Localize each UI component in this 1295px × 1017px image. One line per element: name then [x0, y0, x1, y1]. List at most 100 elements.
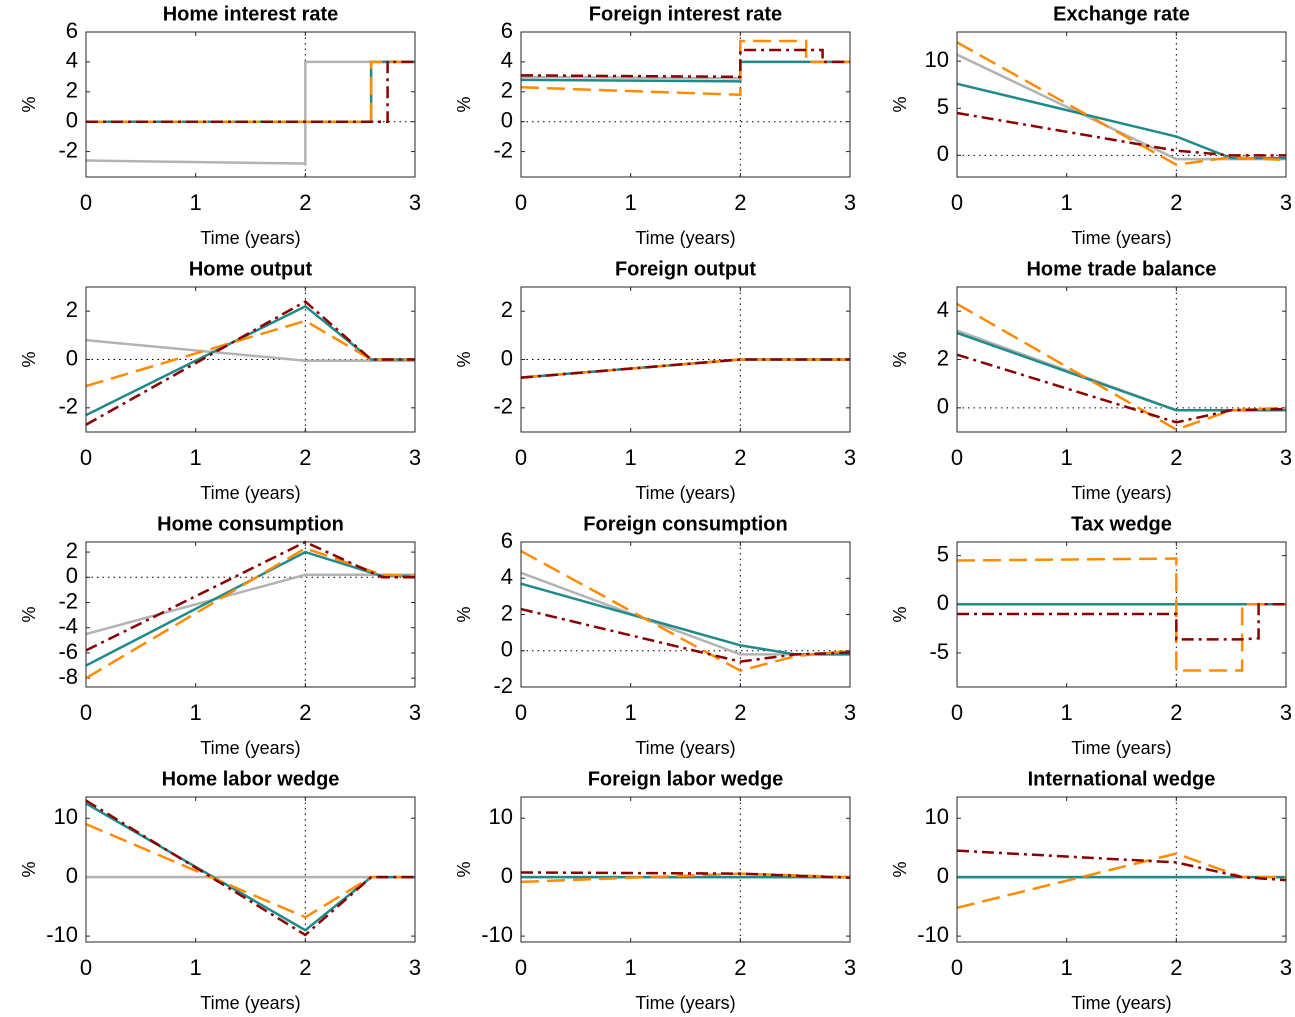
y-tick-label: 0 [66, 863, 78, 888]
axes-box [956, 796, 1287, 943]
series-line [957, 603, 1286, 641]
y-tick-label: -2 [493, 137, 513, 162]
chart-title: Exchange rate [1053, 3, 1190, 25]
y-tick-label: 10 [54, 804, 78, 829]
y-axis-label: % [19, 861, 39, 877]
series-line [520, 358, 850, 379]
y-tick-label: -5 [929, 639, 949, 664]
x-tick-label: 3 [1280, 955, 1292, 980]
chart-title: Foreign labor wedge [588, 768, 784, 790]
y-tick-label: 10 [925, 804, 949, 829]
series-line [86, 60, 415, 123]
y-tick-label: 0 [937, 141, 949, 166]
series-line [520, 60, 850, 80]
series-line [956, 302, 1287, 431]
x-tick-label: 1 [625, 955, 637, 980]
axes-box [85, 796, 416, 943]
x-tick-label: 3 [409, 955, 421, 980]
x-axis-label: Time (years) [1071, 483, 1171, 503]
x-tick-label: 1 [625, 190, 637, 215]
x-axis-label: Time (years) [200, 483, 300, 503]
axes-box [520, 541, 851, 688]
y-tick-label: 0 [937, 394, 949, 419]
y-tick-label: -10 [46, 922, 78, 947]
series-line [86, 60, 415, 123]
chart-title: Home interest rate [163, 3, 339, 25]
chart-title: International wedge [1028, 768, 1216, 790]
x-axis-label: Time (years) [635, 738, 735, 758]
x-tick-label: 1 [625, 445, 637, 470]
series-line [520, 39, 850, 97]
y-tick-label: 10 [925, 47, 949, 72]
x-tick-label: 2 [1170, 190, 1182, 215]
x-tick-label: 0 [951, 445, 963, 470]
y-tick-label: 0 [937, 863, 949, 888]
x-tick-label: 0 [80, 955, 92, 980]
x-tick-label: 0 [80, 190, 92, 215]
y-axis-label: % [890, 861, 910, 877]
chart-title: Tax wedge [1071, 513, 1172, 535]
y-axis-label: % [890, 606, 910, 622]
series-line [520, 607, 851, 663]
series-line [956, 852, 1286, 910]
series-line [520, 582, 850, 656]
axes-box [956, 286, 1287, 433]
y-tick-label: 0 [66, 345, 78, 370]
x-tick-label: 1 [190, 445, 202, 470]
x-tick-label: 0 [80, 700, 92, 725]
x-axis-label: Time (years) [200, 228, 300, 248]
y-tick-label: 2 [66, 297, 78, 322]
y-tick-label: -2 [58, 394, 78, 419]
series-line [85, 799, 415, 937]
y-tick-label: 0 [501, 637, 513, 662]
x-tick-label: 3 [844, 955, 856, 980]
x-tick-label: 2 [299, 445, 311, 470]
x-tick-label: 3 [409, 190, 421, 215]
y-axis-label: % [19, 606, 39, 622]
chart-title: Home output [189, 258, 313, 280]
series-line [956, 111, 1286, 157]
x-tick-label: 2 [1170, 700, 1182, 725]
y-tick-label: 6 [501, 528, 513, 553]
y-tick-label: 5 [937, 94, 949, 119]
y-tick-label: 2 [66, 538, 78, 563]
x-tick-label: 2 [299, 700, 311, 725]
y-tick-label: -4 [58, 614, 78, 639]
series-line [520, 358, 850, 379]
y-tick-label: -10 [917, 922, 949, 947]
x-tick-label: 2 [1170, 445, 1182, 470]
x-tick-label: 1 [190, 700, 202, 725]
y-tick-label: 0 [501, 345, 513, 370]
y-tick-label: 2 [501, 78, 513, 103]
y-tick-label: -2 [493, 394, 513, 419]
y-tick-label: 4 [501, 564, 513, 589]
x-axis-label: Time (years) [1071, 228, 1171, 248]
y-tick-label: 10 [489, 804, 513, 829]
x-tick-label: 3 [1280, 190, 1292, 215]
axes-box [85, 541, 416, 688]
series-line [956, 82, 1286, 160]
x-tick-label: 0 [515, 190, 527, 215]
series-line [956, 353, 1287, 424]
series-line [520, 871, 851, 879]
x-tick-label: 2 [734, 700, 746, 725]
series-line [956, 41, 1287, 167]
x-tick-label: 0 [951, 955, 963, 980]
chart-title: Foreign interest rate [589, 3, 782, 25]
x-tick-label: 0 [515, 955, 527, 980]
y-tick-label: 4 [937, 297, 949, 322]
y-tick-label: 6 [66, 18, 78, 43]
x-tick-label: 2 [299, 955, 311, 980]
x-tick-label: 2 [1170, 955, 1182, 980]
series-line [956, 557, 1286, 672]
chart-title: Home consumption [157, 513, 344, 535]
axes-box [956, 31, 1287, 178]
axes-box [520, 286, 851, 433]
x-tick-label: 1 [1061, 190, 1073, 215]
x-axis-label: Time (years) [635, 993, 735, 1013]
x-tick-label: 3 [409, 700, 421, 725]
y-axis-label: % [19, 351, 39, 367]
y-axis-label: % [454, 606, 474, 622]
x-tick-label: 3 [844, 190, 856, 215]
series-line [85, 540, 415, 652]
